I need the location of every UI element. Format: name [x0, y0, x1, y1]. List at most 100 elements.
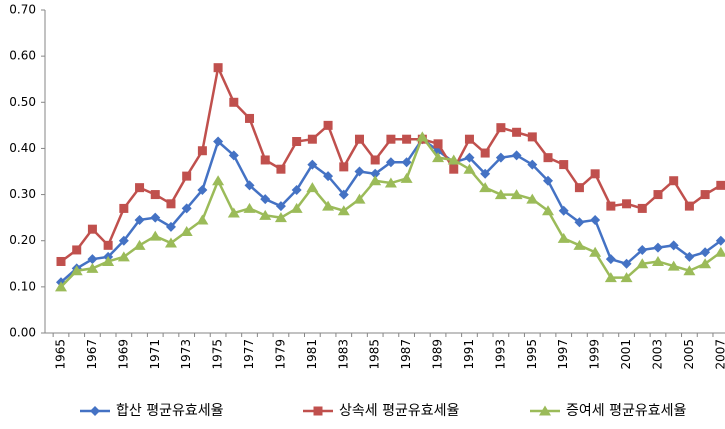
marker	[55, 281, 67, 292]
marker	[164, 237, 177, 248]
marker	[197, 146, 207, 156]
marker	[165, 221, 176, 232]
y-tick-label: 0.50	[9, 95, 36, 109]
marker	[70, 265, 83, 276]
marker	[510, 189, 523, 200]
x-tick-label: 1965	[54, 339, 68, 370]
marker	[653, 190, 663, 200]
marker	[119, 203, 129, 213]
marker	[274, 212, 287, 223]
legend-marker	[539, 405, 551, 416]
marker	[715, 235, 725, 246]
marker	[527, 132, 537, 142]
marker	[213, 136, 224, 147]
marker	[512, 127, 522, 137]
marker	[652, 242, 663, 253]
x-tick-label: 1981	[305, 339, 319, 370]
marker	[574, 183, 584, 193]
y-tick-label: 0.40	[9, 141, 36, 155]
marker	[150, 212, 161, 223]
marker	[573, 239, 586, 250]
marker	[228, 150, 239, 161]
marker	[668, 240, 679, 251]
marker	[700, 247, 711, 258]
legend-label: 상속세 평균유효세율	[339, 403, 459, 419]
marker	[606, 201, 616, 211]
y-tick-label: 0.30	[9, 187, 36, 201]
marker	[213, 63, 223, 73]
marker	[245, 113, 255, 123]
marker	[180, 225, 193, 236]
marker	[526, 193, 539, 204]
marker	[182, 171, 192, 181]
x-tick-label: 1999	[588, 339, 602, 370]
marker	[259, 209, 272, 220]
x-tick-label: 1985	[368, 339, 382, 370]
marker	[118, 235, 129, 246]
marker	[229, 97, 239, 107]
marker	[447, 154, 460, 165]
marker	[604, 272, 617, 283]
x-tick-label: 1995	[525, 339, 539, 370]
marker	[243, 202, 256, 213]
x-tick-label: 1987	[399, 339, 413, 370]
marker	[700, 190, 710, 200]
marker	[542, 205, 555, 216]
marker	[307, 159, 318, 170]
x-tick-label: 1969	[116, 339, 130, 370]
marker	[463, 163, 476, 174]
marker	[432, 152, 445, 163]
marker	[103, 240, 113, 250]
marker	[511, 150, 522, 161]
marker	[386, 134, 396, 144]
marker	[543, 175, 554, 186]
marker	[449, 164, 459, 174]
x-tick-label: 2003	[650, 339, 664, 370]
marker	[543, 153, 553, 163]
marker	[464, 134, 474, 144]
marker	[290, 202, 303, 213]
y-tick-label: 0.10	[9, 279, 36, 293]
marker	[669, 176, 679, 186]
marker	[684, 201, 694, 211]
x-tick-label: 1989	[431, 339, 445, 370]
legend: 합산 평균유효세율 상속세 평균유효세율 증여세 평균유효세율	[80, 403, 686, 419]
marker	[307, 134, 317, 144]
x-tick-label: 1979	[273, 339, 287, 370]
marker	[353, 193, 366, 204]
marker	[354, 166, 365, 177]
marker	[72, 245, 82, 255]
marker	[86, 262, 99, 273]
marker	[590, 169, 600, 179]
marker	[338, 189, 349, 200]
marker	[401, 157, 412, 168]
x-tick-label: 1973	[179, 339, 193, 370]
marker	[699, 258, 712, 269]
marker	[260, 155, 270, 165]
y-tick-label: 0.60	[9, 49, 36, 63]
marker	[480, 148, 490, 158]
marker	[135, 183, 145, 193]
marker	[464, 152, 475, 163]
marker	[370, 168, 381, 179]
marker	[306, 182, 319, 193]
marker	[197, 184, 208, 195]
marker	[292, 137, 302, 147]
marker	[87, 224, 97, 234]
marker	[716, 180, 725, 190]
marker	[102, 255, 115, 266]
x-tick-label: 1997	[556, 339, 570, 370]
x-tick-label: 2001	[619, 339, 633, 370]
marker	[227, 207, 240, 218]
marker	[400, 172, 413, 183]
marker	[637, 203, 647, 213]
marker	[150, 190, 160, 200]
x-tick-label: 1983	[336, 339, 350, 370]
x-tick-label: 2005	[682, 339, 696, 370]
marker	[384, 177, 397, 188]
y-tick-label: 0.00	[9, 326, 36, 340]
x-tick-label: 2007	[713, 339, 725, 370]
marker	[667, 260, 680, 271]
marker	[260, 194, 271, 205]
